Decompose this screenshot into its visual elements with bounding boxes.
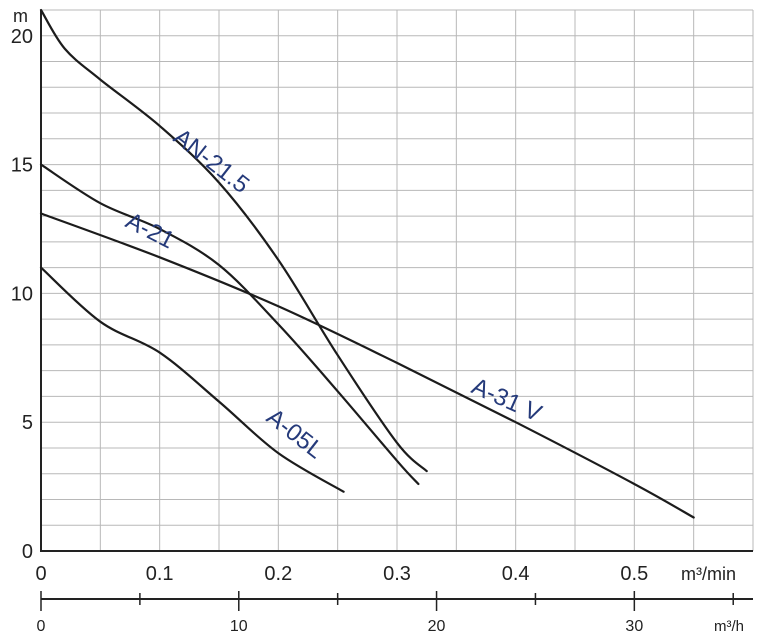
x-tick-label: 0	[35, 563, 46, 585]
secondary-x-tick-label: 0	[37, 618, 46, 635]
secondary-x-tick-label: 20	[428, 618, 446, 635]
grid	[41, 9, 754, 551]
x-tick-label: 0.4	[502, 563, 530, 585]
x-tick-label: 0.1	[146, 563, 174, 585]
y-tick-label: 10	[11, 283, 33, 305]
x-tick-label: 0.5	[620, 563, 648, 585]
y-tick-label: 0	[22, 541, 33, 563]
x-axis-ticks: 0 0.1 0.2 0.3 0.4 0.5	[35, 563, 648, 585]
secondary-x-axis-ticks: 0 10 20 30	[37, 591, 734, 635]
curve-label-a-21: A-21	[121, 207, 178, 254]
y-axis-ticks: 0 5 10 15 20	[11, 26, 33, 563]
curve-a-21	[39, 163, 420, 486]
y-tick-label: 20	[11, 26, 33, 48]
y-tick-label: 5	[22, 412, 33, 434]
curve-an-21-5	[39, 8, 428, 473]
curve-a-05l	[39, 266, 345, 493]
curve-label-a-05l: A-05L	[261, 403, 328, 464]
secondary-x-tick-label: 30	[625, 618, 643, 635]
y-axis-unit: m	[13, 6, 28, 26]
secondary-x-tick-label: 10	[230, 618, 248, 635]
y-tick-label: 15	[11, 155, 33, 177]
x-axis-unit: m³/min	[681, 564, 736, 584]
curve-a-31v	[39, 212, 695, 519]
curve-label-a-31v: A-31 V	[468, 373, 546, 428]
curves	[39, 8, 695, 519]
curve-label-an-21-5: AN-21.5	[168, 123, 254, 198]
x-tick-label: 0.2	[264, 563, 292, 585]
x-tick-label: 0.3	[383, 563, 411, 585]
secondary-x-axis-unit: m³/h	[714, 618, 744, 635]
